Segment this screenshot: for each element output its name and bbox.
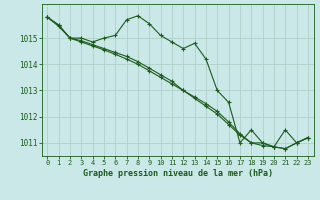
X-axis label: Graphe pression niveau de la mer (hPa): Graphe pression niveau de la mer (hPa) xyxy=(83,169,273,178)
